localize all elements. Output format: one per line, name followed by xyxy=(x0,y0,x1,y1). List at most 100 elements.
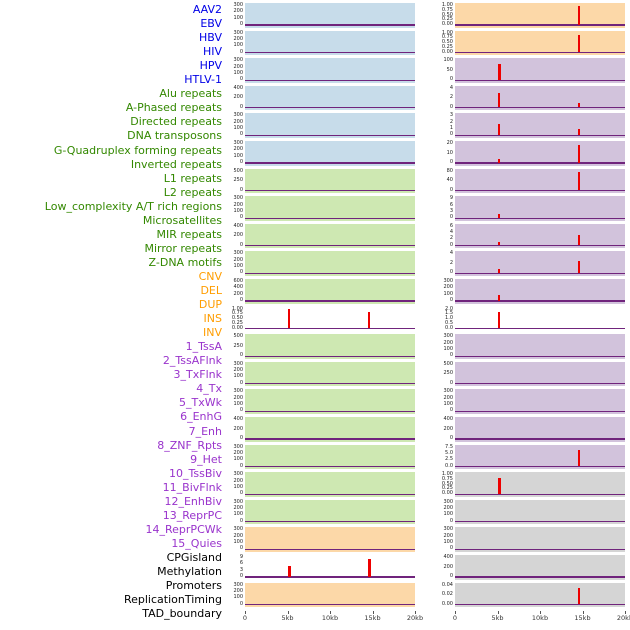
y-tick-label: 0 xyxy=(239,407,243,414)
signal-spike xyxy=(367,559,371,577)
y-tick-label: 300 xyxy=(233,443,243,450)
y-tick-label: 0 xyxy=(239,131,243,138)
y-tick-label: 300 xyxy=(233,526,243,533)
y-tick-label: 250 xyxy=(233,342,243,349)
y-tick-label: 500 xyxy=(443,360,453,367)
y-tick-label: 250 xyxy=(443,370,453,377)
y-tick-label: 0 xyxy=(239,379,243,386)
signal-spike xyxy=(578,128,581,135)
y-tick-label: 300 xyxy=(443,526,453,533)
signal-baseline xyxy=(245,245,415,247)
x-tick-label: 0 xyxy=(242,614,248,622)
y-tick-label: 200 xyxy=(443,284,453,291)
track-label-ins: INS xyxy=(203,312,222,326)
track-label-hbv: HBV xyxy=(198,31,222,45)
y-tick-label: 300 xyxy=(233,140,243,146)
signal-spike xyxy=(578,260,581,273)
y-tick-label: 100 xyxy=(443,539,453,546)
track-label-10-tssbiv: 10_TssBiv xyxy=(169,466,222,480)
y-tick-label: 300 xyxy=(443,278,453,284)
panel-9-het xyxy=(455,279,625,304)
y-tick-label: 300 xyxy=(233,581,243,588)
y-tick-label: 0.0 xyxy=(445,462,453,469)
x-axis-right-column: 0 5kb 10kb 15kb 20kb xyxy=(452,611,630,627)
track-label-alu-repeats: Alu repeats xyxy=(159,87,222,101)
signal-baseline xyxy=(455,548,625,550)
panel-methylation xyxy=(455,499,625,525)
track-label-cpgisland: CPGisland xyxy=(166,550,222,564)
track-label-12-enhbiv: 12_EnhBiv xyxy=(164,494,222,508)
y-tick-label: 0.50 xyxy=(441,39,453,46)
y-tick-label: 100 xyxy=(233,373,243,380)
y-axis-ticks-right-column: 1.00 0.75 0.50 0.25 0.00 1.00 0.75 0.50 0.25 0.00… xyxy=(435,0,454,630)
signal-baseline xyxy=(455,521,625,523)
y-tick-label: 0 xyxy=(449,269,453,276)
y-tick-label: 0 xyxy=(239,21,243,27)
track-label-8-znf-rpts: 8_ZNF_Rpts xyxy=(157,438,222,452)
signal-spike xyxy=(498,242,501,246)
x-tick-mark xyxy=(287,611,289,614)
x-tick-label: 5kb xyxy=(281,614,294,622)
y-tick-label: 0.00 xyxy=(441,21,453,27)
x-tick-label: 0 xyxy=(452,614,458,622)
y-tick-label: 2 xyxy=(449,259,453,266)
signal-spike xyxy=(498,268,501,273)
y-tick-label: 2 xyxy=(449,94,453,101)
y-tick-label: 0 xyxy=(449,76,453,83)
panel-hbv xyxy=(245,58,415,83)
y-tick-label: 0.00 xyxy=(441,600,453,607)
signal-spike xyxy=(498,311,501,329)
signal-baseline xyxy=(245,521,415,523)
panel-ebv xyxy=(245,30,415,56)
panel-3-txflnk xyxy=(455,113,625,138)
track-label-methylation: Methylation xyxy=(157,565,222,578)
y-tick-label: 0 xyxy=(239,159,243,165)
x-tick-label: 20kb xyxy=(406,614,424,622)
panel-7-enh xyxy=(455,223,625,249)
signal-spike xyxy=(578,102,581,108)
panel-l1-repeats xyxy=(245,334,415,359)
track-label-7-enh: 7_Enh xyxy=(188,424,222,438)
panel-alu-repeats xyxy=(245,168,415,194)
y-tick-label: 200 xyxy=(233,146,243,153)
signal-spike xyxy=(497,478,501,494)
y-tick-label: 2.5 xyxy=(445,456,453,463)
y-tick-label: 200 xyxy=(443,394,453,401)
y-tick-label: 200 xyxy=(443,563,453,570)
signal-baseline xyxy=(455,272,625,274)
panel-inverted-repeats xyxy=(245,306,415,332)
signal-spike xyxy=(578,450,581,467)
y-tick-label: 500 xyxy=(233,333,243,340)
y-tick-label: 200 xyxy=(443,425,453,432)
y-tick-label: 200 xyxy=(233,367,243,374)
y-tick-label: 0.75 xyxy=(441,475,453,482)
panel-dna-transposons xyxy=(245,251,415,276)
y-tick-label: 500 xyxy=(233,167,243,174)
signal-baseline xyxy=(245,79,415,81)
track-label-hpv: HPV xyxy=(199,59,222,73)
y-tick-label: 0 xyxy=(239,545,243,552)
signal-baseline xyxy=(455,576,625,578)
y-tick-label: 300 xyxy=(233,360,243,367)
y-tick-label: 1.00 xyxy=(231,305,243,312)
signal-baseline xyxy=(245,383,415,385)
y-tick-label: 200 xyxy=(443,339,453,346)
y-tick-label: 6 xyxy=(449,222,453,229)
y-tick-label: 0 xyxy=(239,241,243,248)
y-tick-label: 5.0 xyxy=(445,449,453,456)
y-tick-label: 100 xyxy=(233,263,243,270)
y-tick-label: 40 xyxy=(446,177,453,184)
track-label-2-tssaflnk: 2_TssAFlnk xyxy=(162,354,222,368)
y-tick-label: 0.00 xyxy=(441,48,453,55)
track-label-hiv: HIV xyxy=(202,45,222,59)
y-tick-label: 200 xyxy=(233,94,243,101)
y-tick-label: 0 xyxy=(239,517,243,524)
panel-mirror-repeats xyxy=(245,472,415,497)
y-tick-label: 200 xyxy=(233,449,243,456)
y-tick-label: 9 xyxy=(239,554,243,560)
track-label-cnv: CNV xyxy=(198,269,222,283)
y-tick-label: 300 xyxy=(233,112,243,119)
signal-baseline xyxy=(455,189,625,192)
panel-15-quies xyxy=(455,444,625,470)
panel-2-tssaflnk xyxy=(455,85,625,111)
